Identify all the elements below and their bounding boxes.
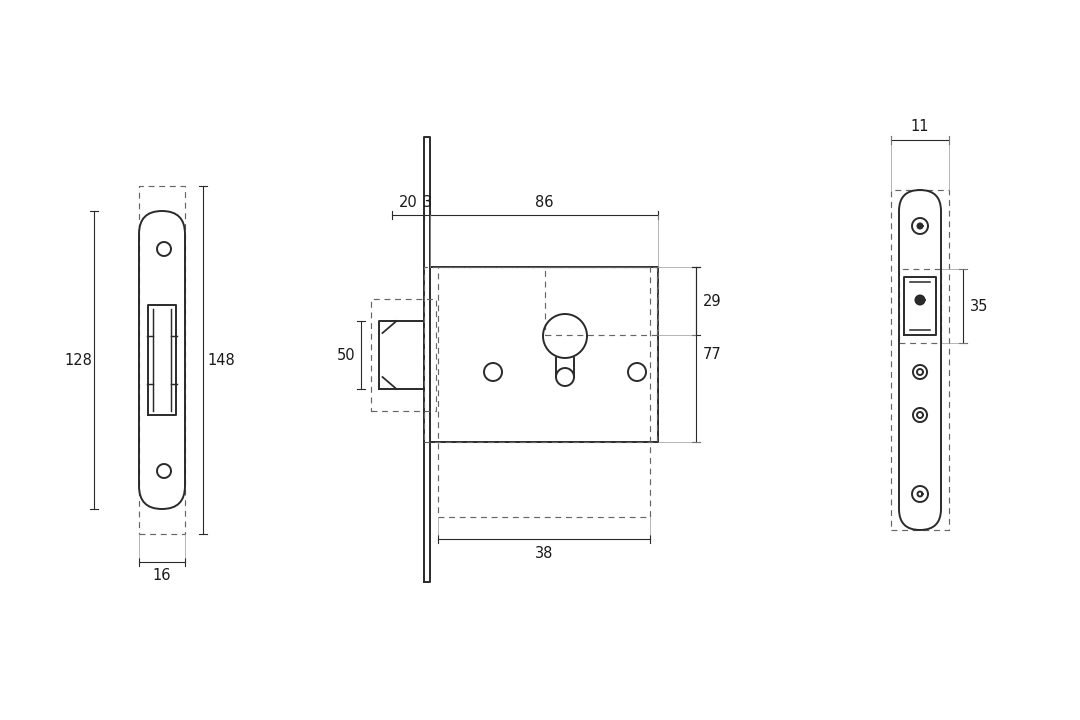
Polygon shape xyxy=(918,223,922,228)
Text: 50: 50 xyxy=(337,348,355,362)
Text: 29: 29 xyxy=(703,294,721,308)
Polygon shape xyxy=(916,295,924,305)
Text: 20: 20 xyxy=(399,194,417,210)
Text: 86: 86 xyxy=(536,194,554,210)
Text: 3: 3 xyxy=(423,194,433,210)
Text: 16: 16 xyxy=(152,569,172,583)
Text: 35: 35 xyxy=(970,299,988,313)
Text: 77: 77 xyxy=(703,347,721,362)
Text: 128: 128 xyxy=(64,353,92,367)
Text: 148: 148 xyxy=(207,353,234,367)
Text: 38: 38 xyxy=(536,546,554,560)
Text: 11: 11 xyxy=(910,119,929,133)
